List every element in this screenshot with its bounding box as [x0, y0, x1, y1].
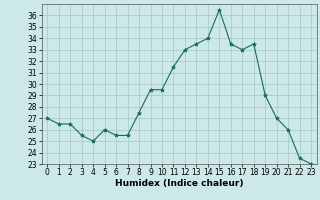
- X-axis label: Humidex (Indice chaleur): Humidex (Indice chaleur): [115, 179, 244, 188]
